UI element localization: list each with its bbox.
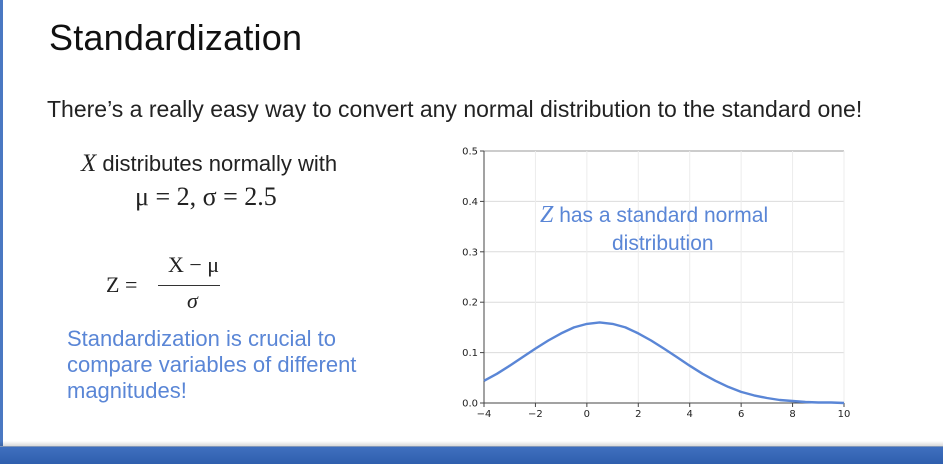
standardization-note: Standardization is crucial to compare va… (67, 326, 357, 403)
fraction-bar (158, 285, 220, 286)
x-tick-label: 8 (789, 409, 795, 420)
chart-annotation-line2: distribution (612, 232, 714, 255)
distribution-text: distributes normally with (96, 151, 338, 176)
y-tick-label: 0.0 (462, 399, 478, 410)
x-tick-label: 4 (687, 409, 693, 420)
chart-grid (483, 150, 845, 404)
slide: Standardization There’s a really easy wa… (0, 0, 863, 446)
x-tick-label: 0 (584, 409, 590, 420)
chart-annotation-line1: Z has a standard normal (540, 202, 768, 228)
annotation-variable-z: Z (540, 202, 554, 228)
formula-numerator: X − μ (168, 252, 220, 277)
y-tick-label: 0.2 (462, 298, 478, 309)
x-tick-label: 10 (838, 409, 851, 420)
y-tick-label: 0.1 (462, 348, 478, 359)
parameters: μ = 2, σ = 2.5 (135, 182, 277, 211)
slide-title: Standardization (49, 17, 303, 58)
chart-axes (480, 150, 845, 407)
series-line (483, 321, 845, 405)
chart-ticks: 0.0 0.1 0.2 0.3 0.4 0.5 −4 −2 0 2 4 6 8 10 (462, 147, 850, 421)
bottom-bar (0, 441, 943, 464)
y-tick-label: 0.5 (462, 147, 478, 158)
normal-distribution-chart: 0.0 0.1 0.2 0.3 0.4 0.5 −4 −2 0 2 4 6 8 10 Z has a st… (462, 147, 850, 421)
slide-subtitle: There’s a really easy way to convert any… (47, 96, 863, 122)
variable-x: X (81, 150, 97, 177)
y-tick-label: 0.4 (462, 197, 478, 208)
x-tick-label: 6 (738, 409, 744, 420)
distribution-statement: X distributes normally with (81, 150, 337, 178)
formula-denominator: σ (187, 288, 198, 313)
annotation-text: has a standard normal (553, 204, 768, 227)
chart-series (483, 321, 845, 405)
x-tick-label: 2 (635, 409, 641, 420)
y-tick-label: 0.3 (462, 247, 478, 258)
formula-lhs: Z = (106, 272, 138, 297)
x-tick-label: −4 (477, 409, 492, 420)
x-tick-label: −2 (528, 409, 543, 420)
